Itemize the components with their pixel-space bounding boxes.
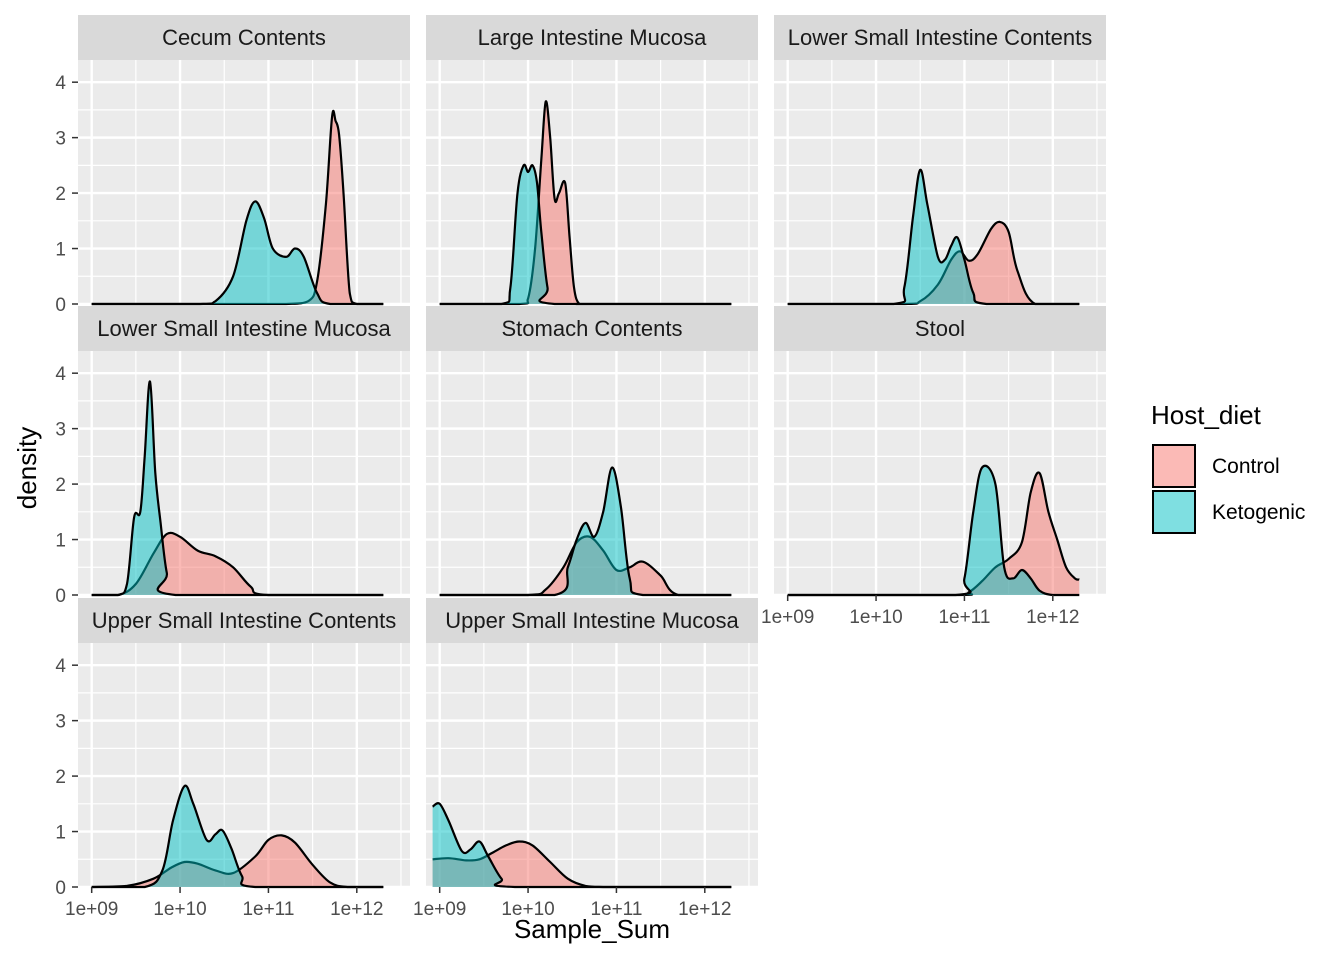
y-tick-label: 3	[55, 420, 66, 441]
x-axis: 1e+09 1e+10 1e+11 1e+12	[761, 595, 1079, 628]
facet-strip	[426, 598, 758, 643]
density-line-ketogenic	[91, 200, 384, 306]
x-tick-label: 1e+10	[501, 899, 554, 920]
y-axis: 0 1 2 3 4	[55, 656, 78, 899]
y-tick-label: 2	[55, 184, 66, 205]
facet-stomach-contents: Stomach Contents	[426, 306, 758, 597]
facet-title: Large Intestine Mucosa	[478, 25, 707, 50]
density-area-ketogenic	[439, 467, 732, 595]
legend-item-control: Control	[1152, 444, 1280, 488]
y-tick-label: 0	[55, 586, 66, 607]
density-series-ketogenic	[787, 168, 1080, 306]
facet-title: Lower Small Intestine Contents	[788, 25, 1093, 50]
legend-label-control: Control	[1212, 455, 1280, 478]
x-tick-label: 1e+10	[849, 607, 902, 628]
gridlines	[426, 643, 758, 889]
y-tick-label: 3	[55, 129, 66, 150]
facet-title: Stomach Contents	[502, 316, 683, 341]
legend-item-ketogenic: Ketogenic	[1152, 490, 1305, 534]
legend-key-control	[1152, 444, 1196, 488]
x-tick-label: 1e+09	[65, 899, 118, 920]
facet-upper-small-intestine-contents: Upper Small Intestine Contents 0 1 2 3 4 1e+09…	[55, 598, 410, 920]
facet-cecum-contents: Cecum Contents 0 1 2 3 4	[55, 15, 410, 316]
facet-strip	[774, 15, 1106, 60]
facet-title: Upper Small Intestine Mucosa	[445, 608, 739, 633]
legend-key-ketogenic	[1152, 490, 1196, 534]
panel-background	[426, 60, 758, 304]
density-line-ketogenic	[439, 466, 732, 597]
y-tick-label: 4	[55, 364, 66, 385]
facet-strip	[78, 598, 410, 643]
legend-label-ketogenic: Ketogenic	[1212, 501, 1305, 524]
x-tick-label: 1e+12	[678, 899, 731, 920]
facet-title: Stool	[915, 316, 965, 341]
x-tick-label: 1e+11	[938, 607, 990, 628]
y-axis: 0 1 2 3 4	[55, 364, 78, 607]
x-axis: 1e+09 1e+10 1e+11 1e+12	[413, 887, 731, 920]
facet-title: Cecum Contents	[162, 25, 326, 50]
y-tick-label: 0	[55, 878, 66, 899]
density-line-ketogenic	[787, 168, 1080, 306]
facet-title: Upper Small Intestine Contents	[92, 608, 397, 633]
panel-background	[78, 351, 410, 595]
density-area-control	[787, 472, 1080, 595]
x-tick-label: 1e+11	[590, 899, 642, 920]
density-series-ketogenic	[91, 784, 384, 889]
density-series-ketogenic	[787, 464, 1080, 597]
density-area-ketogenic	[787, 169, 1080, 304]
facet-title: Lower Small Intestine Mucosa	[97, 316, 391, 341]
density-area-ketogenic	[91, 381, 384, 595]
facet-panels: Cecum Contents 0 1 2 3 4 Large Intestine Mucos…	[55, 15, 1106, 920]
y-tick-label: 2	[55, 767, 66, 788]
facet-lower-small-intestine-contents: Lower Small Intestine Contents	[774, 15, 1106, 306]
facet-large-intestine-mucosa: Large Intestine Mucosa	[426, 15, 758, 306]
y-tick-label: 1	[55, 531, 66, 552]
y-tick-label: 4	[55, 656, 66, 677]
y-tick-label: 1	[55, 823, 66, 844]
density-series-ketogenic	[91, 200, 384, 306]
y-tick-label: 1	[55, 240, 66, 261]
legend-title: Host_diet	[1151, 400, 1262, 430]
facet-strip	[426, 15, 758, 60]
density-area-ketogenic	[432, 803, 732, 887]
x-tick-label: 1e+09	[761, 607, 814, 628]
x-axis: 1e+09 1e+10 1e+11 1e+12	[65, 887, 383, 920]
facet-strip	[774, 306, 1106, 351]
facet-strip	[426, 306, 758, 351]
x-tick-label: 1e+11	[242, 899, 294, 920]
x-tick-label: 1e+10	[153, 899, 206, 920]
density-line-ketogenic	[439, 163, 732, 306]
density-area-control	[432, 841, 732, 887]
axis-titles: Sample_Sum density	[12, 427, 670, 944]
x-axis-title: Sample_Sum	[514, 914, 670, 944]
density-line-ketogenic	[91, 784, 384, 889]
y-tick-label: 4	[55, 73, 66, 94]
y-tick-label: 0	[55, 295, 66, 316]
density-series-ketogenic	[431, 802, 732, 889]
facet-strip	[78, 15, 410, 60]
facet-lower-small-intestine-mucosa: Lower Small Intestine Mucosa 0 1 2 3 4	[55, 306, 410, 607]
facet-stool: Stool 1e+09 1e+10 1e+11 1e+12	[761, 306, 1106, 628]
density-series-ketogenic	[91, 380, 384, 597]
density-line-ketogenic	[91, 380, 384, 597]
facet-strip	[78, 306, 410, 351]
panel-background	[78, 643, 410, 887]
y-tick-label: 3	[55, 712, 66, 733]
density-line-ketogenic	[431, 802, 732, 889]
x-tick-label: 1e+12	[1026, 607, 1079, 628]
y-tick-label: 2	[55, 475, 66, 496]
density-series-ketogenic	[439, 163, 732, 306]
density-series-ketogenic	[439, 466, 732, 597]
density-area-control	[787, 221, 1080, 304]
y-axis: 0 1 2 3 4	[55, 73, 78, 316]
x-tick-label: 1e+09	[413, 899, 466, 920]
density-line-ketogenic	[787, 464, 1080, 597]
y-axis-title: density	[12, 427, 42, 509]
x-tick-label: 1e+12	[330, 899, 383, 920]
legend: Host_diet Control Ketogenic	[1151, 400, 1305, 534]
